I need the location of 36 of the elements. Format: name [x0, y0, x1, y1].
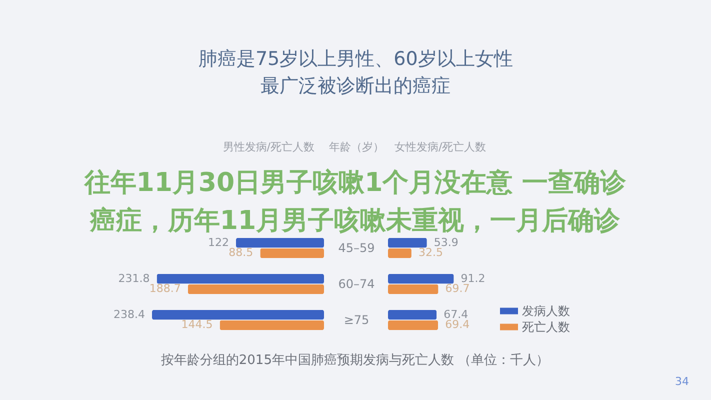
bar: [188, 284, 324, 294]
x-axis-title: 女性发病/死亡人数: [394, 140, 486, 154]
bar: [388, 248, 412, 258]
data-label: 231.8: [118, 272, 150, 285]
data-label: 69.4: [445, 318, 470, 332]
data-label: 53.9: [434, 236, 458, 249]
chart-title: 肺癌是75岁以上男性、60岁以上女性最广泛被诊断出的癌症: [198, 48, 513, 97]
data-label: 69.7: [445, 282, 470, 296]
data-label: 67.4: [444, 308, 468, 321]
data-label: 91.2: [460, 272, 486, 285]
bar: [388, 284, 438, 294]
bar: [152, 310, 324, 320]
bar: [156, 274, 324, 284]
text: 34: [675, 375, 689, 388]
x-axis-title: 男性发病/死亡人数: [222, 140, 314, 154]
bar: [388, 274, 454, 284]
bar: [388, 310, 437, 320]
data-label: 32.5: [418, 246, 443, 260]
bar: [388, 320, 438, 330]
data-label: 122: [208, 236, 229, 249]
y-tick-label: ≥75: [344, 313, 370, 327]
annotation: 往年11月30日男子咳嗽1个月没在意 一查确诊癌症，历年11月男子咳嗽未重视，一月后确诊: [83, 168, 627, 236]
bar: [220, 320, 324, 330]
data-label: 238.4: [114, 308, 145, 321]
bar: [236, 238, 324, 248]
data-label: 88.5: [228, 246, 254, 260]
y-tick-label: 45–59: [338, 241, 375, 255]
data-label: 188.7: [149, 282, 181, 296]
y-tick-label: 60–74: [338, 277, 375, 291]
bar: [260, 248, 324, 258]
legend-label: 死亡人数: [522, 320, 570, 334]
bar: [388, 238, 427, 248]
legend-label: 发病人数: [522, 304, 570, 318]
text: 按年龄分组的2015年中国肺癌预期发病与死亡人数 （单位：千人）: [160, 352, 550, 368]
y-axis-title: 年龄（岁）: [329, 140, 384, 154]
data-label: 144.5: [181, 318, 213, 332]
